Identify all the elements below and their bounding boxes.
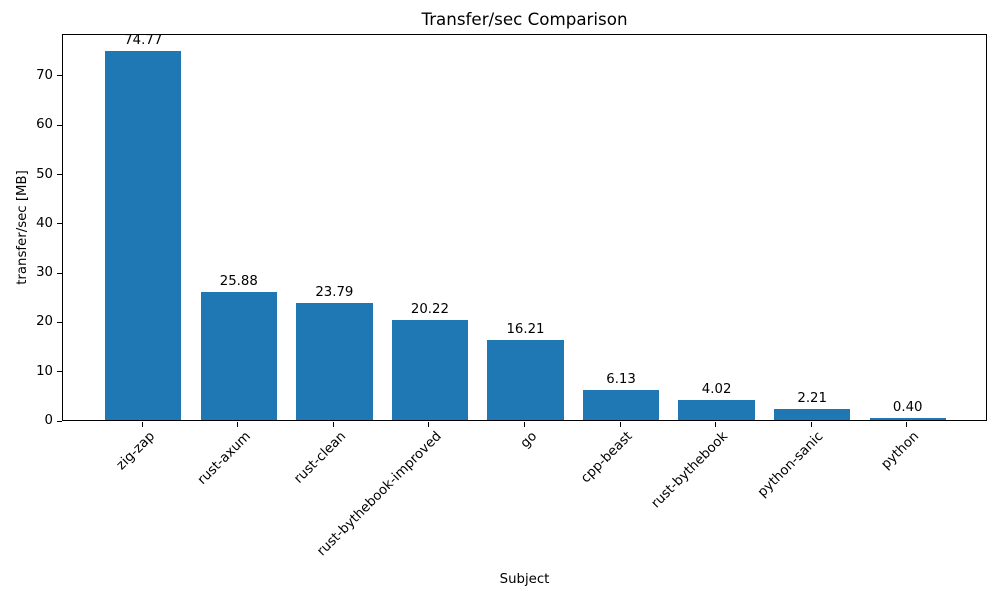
y-tick-mark (57, 272, 62, 274)
bar-value-label: 25.88 (219, 274, 258, 290)
bar-rust-axum (200, 292, 278, 420)
y-tick-label: 60 (36, 117, 53, 133)
y-tick-label: 0 (44, 413, 53, 428)
y-tick-mark (57, 124, 62, 126)
plot-area: 74.77 25.88 23.79 20.22 16.21 6.13 4.02 2.21 0.4… (62, 33, 987, 421)
y-tick-mark (57, 321, 62, 323)
x-tick-label-python-sanic: python-sanic (755, 429, 827, 501)
y-tick-mark (57, 174, 62, 175)
x-tick-label-rust-clean: rust-clean (291, 429, 349, 487)
x-axis-label: Subject (499, 572, 550, 587)
bar-go (487, 340, 564, 420)
y-tick-label: 70 (36, 67, 53, 83)
x-tick-label-go: go (517, 429, 541, 452)
bar-cpp-beast (582, 389, 660, 420)
x-tick-label-rust-axum: rust-axum (194, 429, 254, 488)
bar-value-label: 4.02 (701, 382, 732, 398)
bar-rust-bythebook-improved (391, 320, 469, 420)
x-tick-label-python: python (878, 429, 923, 473)
y-tick-mark (57, 371, 62, 373)
x-tick-label-cpp-beast: cpp-beast (578, 429, 636, 487)
y-tick-label: 50 (36, 166, 53, 182)
x-tick-label-rust-bythebook: rust-bythebook (648, 429, 732, 512)
bar-value-label: 20.22 (410, 302, 449, 318)
y-tick-label: 20 (36, 314, 53, 330)
x-tick-mark (141, 422, 143, 427)
bar-value-label: 2.21 (797, 391, 827, 407)
y-tick-label: 10 (36, 363, 53, 379)
x-tick-mark (524, 422, 525, 427)
y-tick-mark (57, 75, 62, 77)
bar-value-label: 0.40 (892, 400, 923, 416)
bar-zig-zap (105, 51, 182, 420)
x-tick-mark (715, 422, 717, 427)
y-tick-mark (57, 420, 62, 422)
y-tick-label: 40 (36, 215, 53, 231)
y-tick-label: 30 (36, 265, 53, 281)
x-tick-mark (428, 422, 430, 427)
bar-python-sanic (773, 409, 851, 420)
x-tick-mark (619, 422, 621, 427)
x-tick-mark (332, 422, 334, 427)
x-tick-mark (810, 422, 812, 427)
bar-value-label: 6.13 (606, 371, 636, 387)
bar-value-label: 74.77 (124, 33, 163, 49)
bar-rust-bythebook (678, 400, 755, 420)
bar-python (869, 418, 946, 420)
bar-value-label: 16.21 (506, 322, 545, 338)
bar-value-label: 23.79 (315, 284, 354, 300)
chart-title: Transfer/sec Comparison (421, 9, 628, 29)
x-tick-mark (237, 422, 239, 427)
x-tick-label-zig-zap: zig-zap (113, 429, 158, 474)
x-tick-mark (906, 422, 908, 427)
bar-rust-clean (296, 302, 373, 420)
y-tick-mark (57, 223, 62, 225)
